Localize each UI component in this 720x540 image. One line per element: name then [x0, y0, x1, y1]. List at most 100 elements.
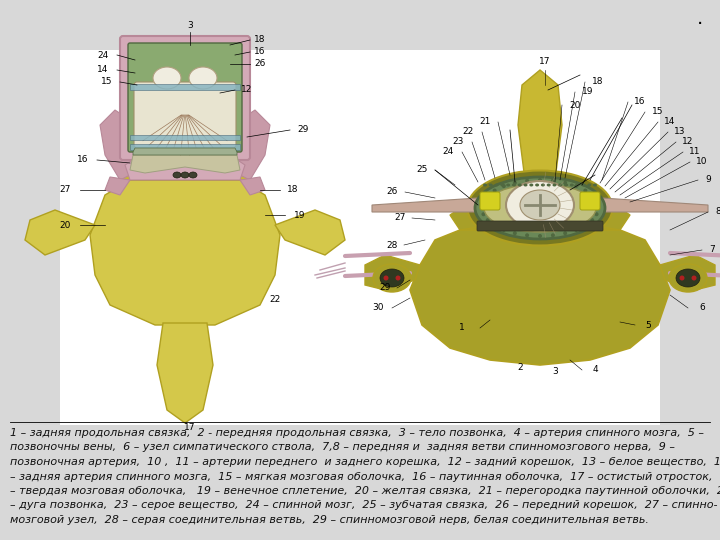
Ellipse shape	[538, 234, 542, 238]
Ellipse shape	[595, 200, 598, 204]
Text: – задняя артерия спинного мозга,  15 – мягкая мозговая оболочка,  16 – паутинная: – задняя артерия спинного мозга, 15 – мя…	[10, 471, 720, 482]
Ellipse shape	[551, 233, 555, 237]
Ellipse shape	[189, 172, 197, 178]
Ellipse shape	[590, 218, 594, 222]
Ellipse shape	[486, 218, 490, 222]
FancyBboxPatch shape	[134, 82, 236, 148]
Polygon shape	[365, 255, 420, 290]
Ellipse shape	[574, 184, 578, 188]
Text: 1 – задняя продольная связка,  2 - передняя продольная связка,  3 – тело позвонк: 1 – задняя продольная связка, 2 - передн…	[10, 428, 704, 438]
Ellipse shape	[563, 181, 567, 185]
Text: 17: 17	[184, 423, 196, 433]
Ellipse shape	[541, 184, 545, 186]
Text: 26: 26	[254, 59, 266, 69]
Ellipse shape	[482, 200, 485, 204]
Ellipse shape	[482, 212, 485, 216]
Text: – твердая мозговая оболочка,   19 – венечное сплетение,  20 – желтая связка,  21: – твердая мозговая оболочка, 19 – венечн…	[10, 486, 720, 496]
Ellipse shape	[513, 231, 517, 235]
Text: 16: 16	[254, 48, 266, 57]
Polygon shape	[660, 255, 715, 290]
Ellipse shape	[467, 171, 613, 246]
Text: 13: 13	[674, 127, 685, 137]
Ellipse shape	[583, 224, 588, 227]
Ellipse shape	[480, 206, 484, 210]
FancyBboxPatch shape	[120, 36, 250, 160]
Polygon shape	[275, 210, 345, 255]
Ellipse shape	[546, 184, 551, 186]
Polygon shape	[90, 180, 280, 325]
Text: 21: 21	[480, 118, 491, 126]
Polygon shape	[240, 177, 265, 195]
Text: 20: 20	[570, 100, 581, 110]
Text: 16: 16	[634, 98, 646, 106]
Text: 29: 29	[297, 125, 309, 134]
FancyBboxPatch shape	[580, 192, 600, 210]
Text: 6: 6	[699, 303, 705, 313]
Text: 23: 23	[452, 138, 464, 146]
Polygon shape	[372, 198, 478, 212]
Ellipse shape	[489, 184, 492, 186]
Polygon shape	[235, 110, 270, 180]
Polygon shape	[460, 180, 525, 242]
Ellipse shape	[525, 179, 529, 183]
Polygon shape	[157, 323, 213, 423]
Text: 18: 18	[254, 36, 266, 44]
Polygon shape	[100, 110, 135, 180]
Text: 24: 24	[442, 147, 454, 157]
Ellipse shape	[153, 67, 181, 89]
Ellipse shape	[593, 184, 597, 186]
FancyBboxPatch shape	[477, 221, 603, 231]
Text: 14: 14	[97, 65, 109, 75]
Ellipse shape	[552, 184, 557, 186]
Text: мозговой узел,  28 – серая соединительная ветвь,  29 – спинномозговой нерв, бела: мозговой узел, 28 – серая соединительная…	[10, 515, 649, 525]
FancyBboxPatch shape	[130, 135, 240, 140]
Text: 14: 14	[665, 118, 675, 126]
Ellipse shape	[523, 184, 528, 186]
Ellipse shape	[502, 184, 506, 188]
Text: 28: 28	[387, 240, 397, 249]
Text: 25: 25	[416, 165, 428, 174]
Ellipse shape	[575, 184, 580, 186]
Ellipse shape	[173, 172, 181, 178]
Ellipse shape	[181, 172, 189, 178]
Text: позвоночная артерия,  10 ,  11 – артерии переднего  и заднего корешка,  12 – зад: позвоночная артерия, 10 , 11 – артерии п…	[10, 457, 720, 467]
Ellipse shape	[583, 188, 588, 193]
Ellipse shape	[483, 184, 487, 186]
Polygon shape	[133, 148, 237, 155]
Text: 19: 19	[294, 211, 306, 219]
Polygon shape	[25, 210, 95, 255]
Polygon shape	[602, 198, 708, 212]
Text: 9: 9	[705, 176, 711, 185]
Text: 12: 12	[241, 85, 253, 94]
Ellipse shape	[486, 194, 490, 198]
Text: 5: 5	[645, 321, 651, 329]
Text: 18: 18	[593, 78, 604, 86]
FancyBboxPatch shape	[130, 144, 240, 150]
FancyBboxPatch shape	[60, 50, 660, 425]
Text: 10: 10	[696, 158, 708, 166]
Text: 11: 11	[689, 147, 701, 157]
Ellipse shape	[680, 275, 685, 280]
FancyBboxPatch shape	[128, 43, 242, 152]
Ellipse shape	[502, 228, 506, 232]
Text: 30: 30	[372, 303, 384, 313]
Text: 1: 1	[459, 323, 465, 333]
Ellipse shape	[518, 184, 522, 186]
Ellipse shape	[492, 188, 497, 193]
Text: 22: 22	[269, 295, 281, 305]
Ellipse shape	[529, 184, 534, 186]
Ellipse shape	[535, 184, 539, 186]
Ellipse shape	[563, 231, 567, 235]
Ellipse shape	[588, 184, 591, 186]
Ellipse shape	[506, 181, 574, 229]
Text: 15: 15	[652, 107, 664, 117]
Ellipse shape	[512, 184, 516, 186]
Text: 4: 4	[592, 366, 598, 375]
Polygon shape	[590, 205, 630, 230]
Text: 20: 20	[59, 220, 71, 230]
Text: 12: 12	[683, 138, 693, 146]
Ellipse shape	[500, 184, 505, 186]
Ellipse shape	[475, 177, 605, 239]
Text: 19: 19	[582, 87, 594, 97]
Polygon shape	[450, 205, 490, 230]
